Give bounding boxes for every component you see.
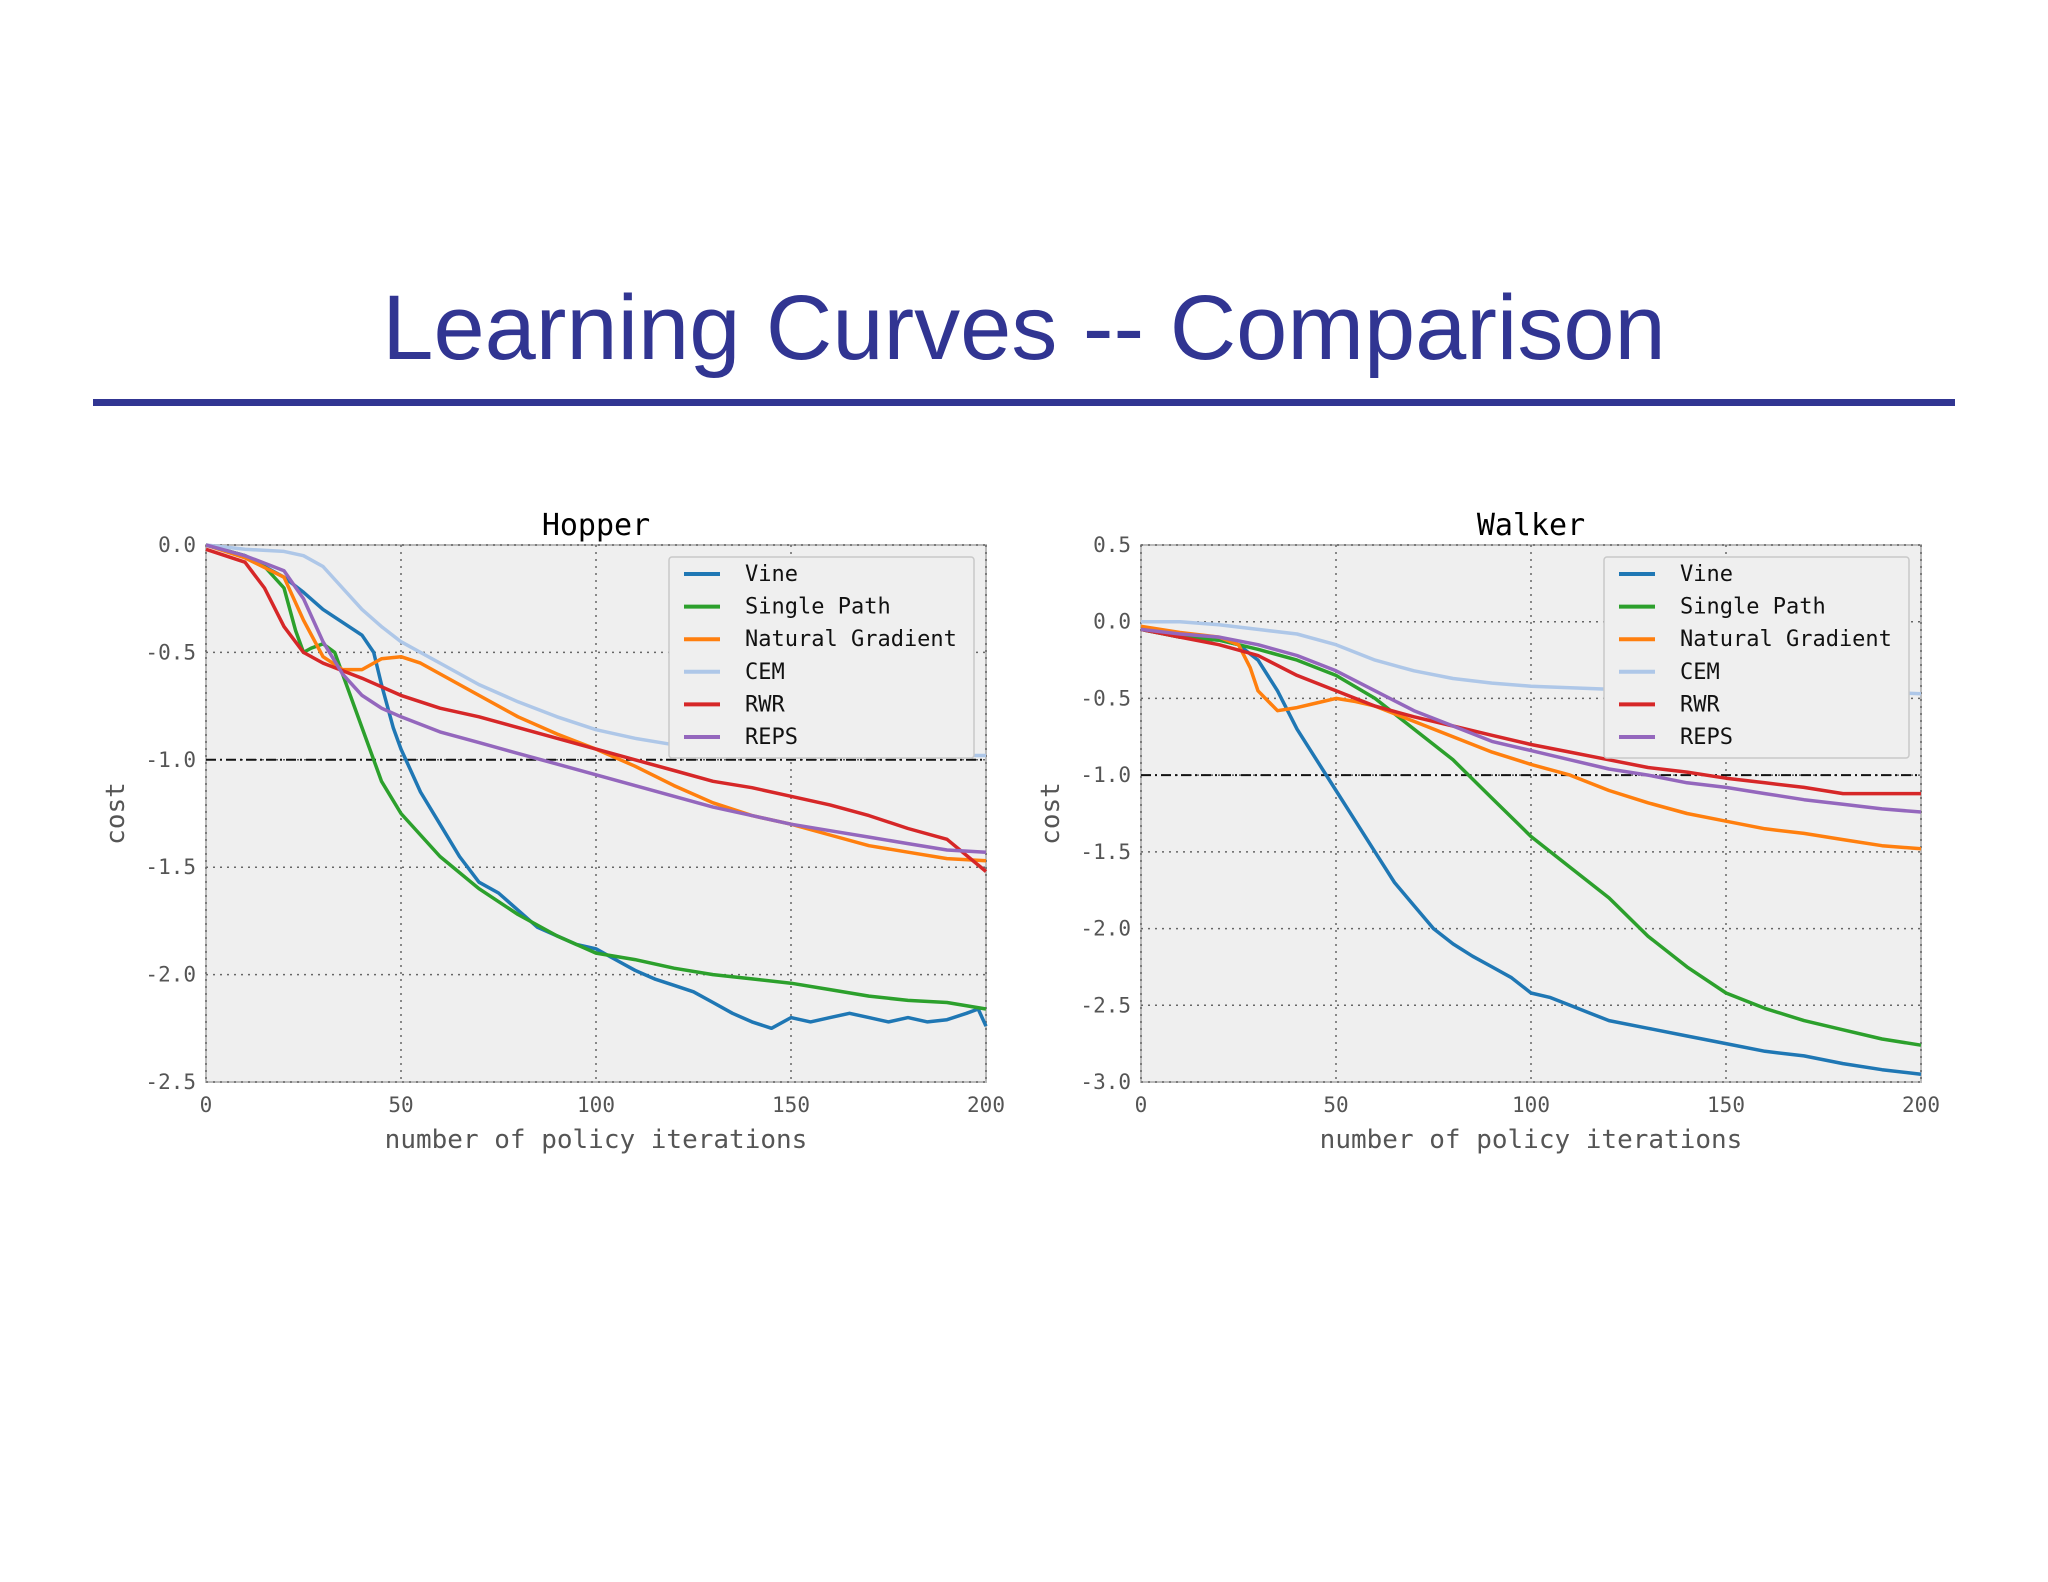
y-tick-label: 0.0 [1093, 610, 1131, 634]
legend-label: Single Path [745, 595, 891, 620]
y-tick-label: -2.5 [145, 1070, 196, 1094]
y-tick-label: -3.0 [1080, 1070, 1131, 1094]
x-tick-label: 50 [1323, 1093, 1348, 1117]
series-line-single-path [205, 543, 987, 1011]
y-tick-label: -2.0 [1080, 917, 1131, 941]
x-tick-label: 200 [967, 1093, 1005, 1117]
chart-title: Walker [1477, 508, 1585, 543]
x-tick-label: 150 [1707, 1093, 1745, 1117]
x-tick-label: 150 [772, 1093, 810, 1117]
series-line-rwr [205, 547, 988, 873]
legend-box [668, 556, 975, 759]
title-divider [93, 399, 1955, 406]
legend-label: Natural Gradient [1680, 627, 1892, 652]
y-tick-label: -0.5 [1080, 686, 1131, 710]
y-tick-label: -1.5 [145, 855, 196, 879]
legend-label: RWR [1680, 692, 1720, 717]
legend-label: Vine [1680, 562, 1733, 587]
legend-label: Natural Gradient [745, 627, 957, 652]
x-tick-label: 0 [1135, 1093, 1148, 1117]
chart-0: 0 50 100 150 200 0.0 -0.5 -1.0 -1.5 -2.0 -2.5 Hoppe… [101, 508, 1005, 1155]
series-line-reps [1140, 627, 1922, 814]
series-line-natural-gradient [205, 543, 987, 863]
legend-label: CEM [1680, 660, 1720, 685]
y-tick-label: -0.5 [145, 640, 196, 664]
x-tick-label: 50 [388, 1093, 413, 1117]
series-line-single-path [1140, 627, 1922, 1047]
x-tick-label: 100 [1512, 1093, 1550, 1117]
legend: Vine Single Path Natural Gradient CEM RWR REP… [668, 556, 975, 759]
chart-1: 0 50 100 150 200 0.5 0.0 -0.5 -1.0 -1.5 -2.0 -2.5 -3… [1036, 508, 1940, 1155]
legend-label: RWR [745, 692, 785, 717]
y-tick-label: 0.5 [1093, 533, 1131, 557]
legend-label: REPS [745, 725, 798, 750]
y-axis-label: cost [101, 782, 131, 845]
x-tick-label: 200 [1902, 1093, 1940, 1117]
x-tick-label: 100 [577, 1093, 615, 1117]
y-tick-label: -1.5 [1080, 840, 1131, 864]
series-line-natural-gradient [1140, 624, 1922, 851]
x-axis-label: number of policy iterations [1320, 1125, 1743, 1155]
y-tick-label: -2.0 [145, 963, 196, 987]
x-axis-label: number of policy iterations [385, 1125, 808, 1155]
legend-label: Vine [745, 562, 798, 587]
y-tick-label: -1.0 [145, 748, 196, 772]
legend-label: Single Path [1680, 595, 1826, 620]
y-tick-label: 0.0 [158, 533, 196, 557]
series-line-rwr [1140, 627, 1921, 796]
legend: Vine Single Path Natural Gradient CEM RWR REP… [1603, 556, 1910, 759]
legend-box [1603, 556, 1910, 759]
y-tick-label: -2.5 [1080, 993, 1131, 1017]
legend-label: CEM [745, 660, 785, 685]
slide-title: Learning Curves -- Comparison [382, 277, 1666, 379]
legend-label: REPS [1680, 725, 1733, 750]
series-line-vine [205, 543, 988, 1031]
chart-title: Hopper [542, 508, 650, 543]
series-line-reps [205, 543, 987, 854]
x-tick-label: 0 [200, 1093, 213, 1117]
y-tick-label: -1.0 [1080, 763, 1131, 787]
y-axis-label: cost [1036, 782, 1066, 845]
series-line-vine [1140, 627, 1922, 1077]
